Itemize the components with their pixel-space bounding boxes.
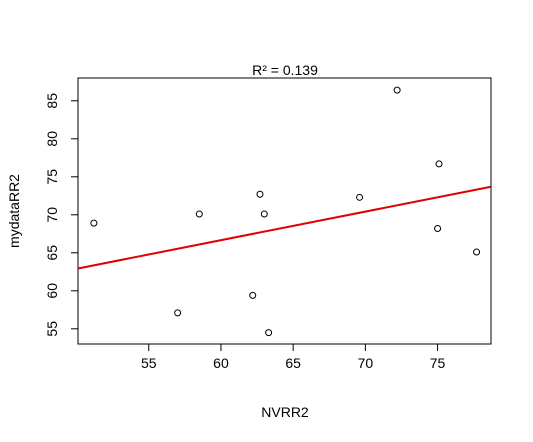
data-point	[393, 86, 401, 94]
data-point	[174, 309, 182, 317]
data-point	[90, 219, 98, 227]
x-axis: 55 60 65 70 75	[141, 343, 446, 371]
x-tick-label: 75	[430, 355, 446, 371]
y-tick-label: 85	[44, 93, 60, 109]
data-point	[260, 210, 268, 218]
x-tick-label: 70	[358, 355, 374, 371]
data-point	[434, 224, 442, 232]
chart-title: R² = 0.139	[252, 62, 318, 78]
y-tick-label: 70	[44, 207, 60, 223]
data-point	[265, 329, 273, 337]
x-axis-label: NVRR2	[261, 404, 309, 420]
y-tick-label: 55	[44, 321, 60, 337]
y-tick-label: 75	[44, 169, 60, 185]
x-tick-label: 55	[141, 355, 157, 371]
data-point	[473, 248, 481, 256]
y-axis-label: mydataRR2	[6, 174, 22, 248]
plot-area-border	[77, 77, 492, 345]
y-tick-label: 60	[44, 283, 60, 299]
data-point	[249, 291, 257, 299]
x-tick-label: 65	[285, 355, 301, 371]
data-point	[435, 160, 443, 168]
y-axis: 55 60 65 70 75 80 85	[44, 93, 79, 337]
points-layer	[90, 86, 481, 337]
regression-line	[77, 185, 492, 270]
data-point	[356, 193, 364, 201]
y-tick-label: 65	[44, 245, 60, 261]
fit-layer	[77, 185, 492, 270]
data-point	[256, 190, 264, 198]
data-point	[195, 210, 203, 218]
y-tick-label: 80	[44, 131, 60, 147]
x-tick-label: 60	[213, 355, 229, 371]
